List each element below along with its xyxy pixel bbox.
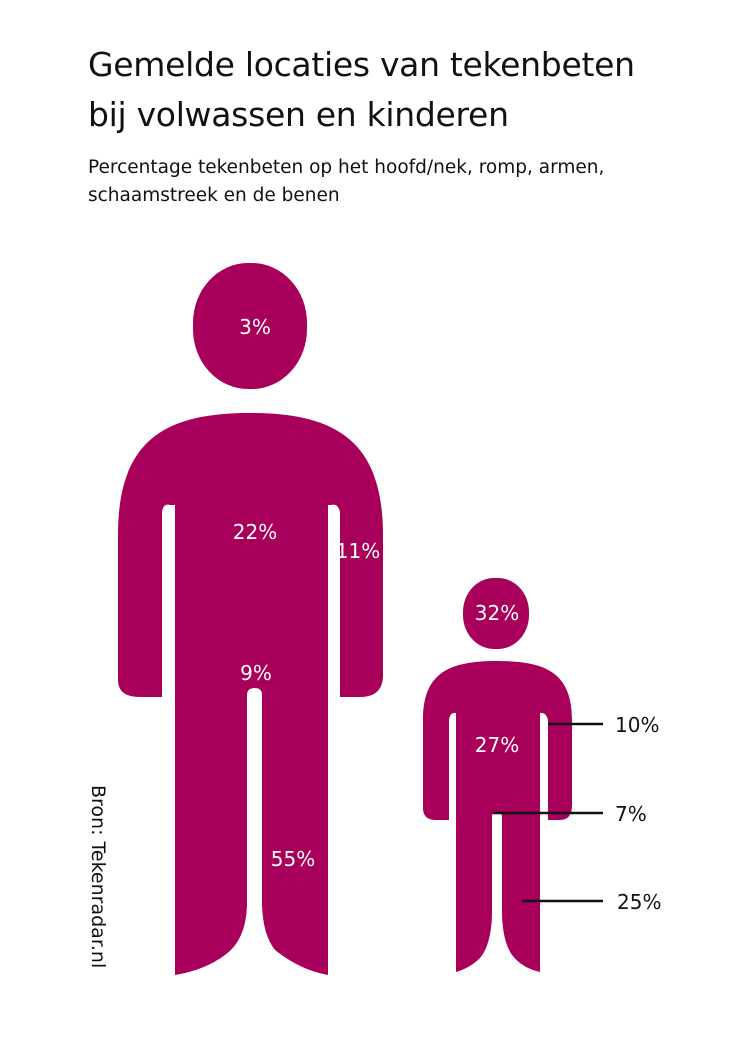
adult-head-label: 3% (239, 315, 271, 339)
adult-head (193, 263, 307, 389)
title: Gemelde locaties van tekenbeten bij volw… (88, 45, 635, 134)
adult-legs-label: 55% (271, 847, 315, 871)
adult-groin-label: 9% (240, 661, 272, 685)
adult-shoulders-arms (118, 413, 383, 697)
adult-torso-label: 22% (233, 520, 277, 544)
child-head-label: 32% (475, 601, 519, 625)
child-groin-label: 7% (615, 802, 647, 826)
adult-torso-legs (175, 500, 328, 975)
child-head (463, 578, 529, 649)
adult-arms-label: 11% (336, 539, 380, 563)
child-torso-legs (456, 705, 540, 972)
subtitle: Percentage tekenbeten op het hoofd/nek, … (88, 157, 605, 206)
child-arms-label: 10% (615, 713, 659, 737)
child-leader-lines (493, 722, 603, 903)
source-label: Bron: Tekenradar.nl (87, 785, 109, 969)
child-legs-label: 25% (617, 890, 661, 914)
child-torso-label: 27% (475, 733, 519, 757)
child-figure (423, 578, 572, 972)
adult-figure (118, 263, 383, 975)
child-shoulders-arms (423, 661, 572, 820)
